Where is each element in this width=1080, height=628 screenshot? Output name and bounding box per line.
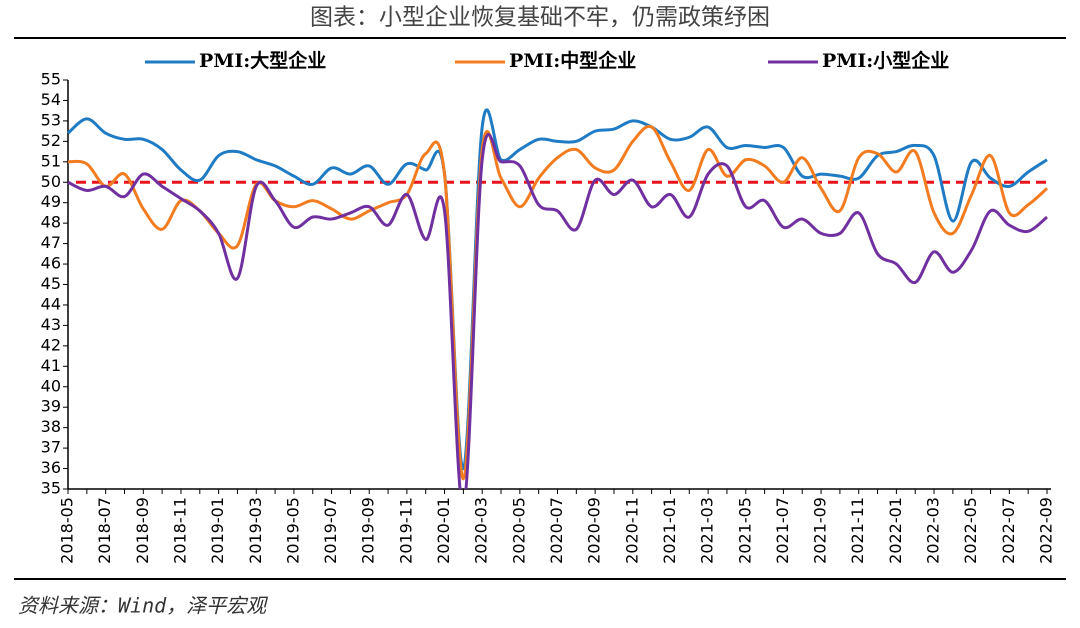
y-tick-label: 43	[41, 315, 61, 334]
x-tick-label: 2019-11	[396, 497, 415, 564]
x-tick-label: 2020-03	[472, 497, 491, 564]
x-tick-label: 2018-07	[95, 497, 114, 564]
x-tick-label: 2018-11	[170, 497, 189, 564]
y-tick-label: 52	[41, 131, 61, 150]
x-tick-label: 2022-01	[886, 497, 905, 564]
y-tick-label: 45	[41, 274, 61, 293]
x-tick-label: 2020-11	[622, 497, 641, 564]
y-tick-label: 46	[41, 254, 61, 273]
y-tick-label: 38	[41, 417, 61, 436]
y-tick-label: 41	[41, 356, 61, 375]
x-tick-label: 2021-03	[698, 497, 717, 564]
y-tick-label: 55	[41, 70, 61, 89]
x-tick-label: 2022-07	[999, 497, 1018, 564]
y-tick-label: 50	[41, 172, 61, 191]
x-tick-label: 2019-01	[208, 497, 227, 564]
y-tick-label: 51	[41, 151, 61, 170]
x-tick-label: 2022-03	[924, 497, 943, 564]
legend-label: PMI:大型企业	[199, 49, 326, 72]
x-tick-label: 2021-05	[735, 497, 754, 564]
x-tick-label: 2022-05	[961, 497, 980, 564]
y-tick-label: 47	[41, 233, 61, 252]
line-series	[67, 132, 1048, 489]
line-series	[67, 124, 1048, 481]
y-tick-label: 48	[41, 213, 61, 232]
x-tick-label: 2021-01	[660, 497, 679, 564]
y-tick-label: 42	[41, 335, 61, 354]
y-tick-label: 37	[41, 438, 61, 457]
legend-label: PMI:小型企业	[822, 49, 949, 72]
source-note: 资料来源：Wind，泽平宏观	[18, 594, 268, 618]
x-tick-label: 2022-09	[1037, 497, 1056, 564]
x-tick-label: 2019-05	[283, 497, 302, 564]
x-tick-label: 2019-03	[246, 497, 265, 564]
y-tick-label: 44	[41, 294, 61, 313]
x-tick-label: 2020-01	[434, 497, 453, 564]
line-series	[67, 108, 1048, 471]
y-tick-label: 39	[41, 397, 61, 416]
y-tick-label: 53	[41, 110, 61, 129]
y-tick-label: 49	[41, 192, 61, 211]
x-tick-label: 2021-07	[773, 497, 792, 564]
x-tick-label: 2020-05	[509, 497, 528, 564]
x-tick-label: 2020-09	[585, 497, 604, 564]
x-tick-label: 2018-09	[133, 497, 152, 564]
x-tick-label: 2021-11	[848, 497, 867, 564]
x-tick-label: 2019-07	[321, 497, 340, 564]
x-tick-label: 2018-05	[58, 497, 77, 564]
y-tick-label: 36	[41, 458, 61, 477]
chart-title: 图表：小型企业恢复基础不牢，仍需政策纾困	[310, 5, 770, 31]
y-tick-label: 35	[41, 479, 61, 498]
x-tick-label: 2021-09	[811, 497, 830, 564]
x-tick-label: 2019-09	[359, 497, 378, 564]
y-tick-label: 40	[41, 376, 61, 395]
x-tick-label: 2020-07	[547, 497, 566, 564]
plot-area	[67, 108, 1048, 489]
y-tick-label: 54	[41, 90, 61, 109]
legend-label: PMI:中型企业	[509, 49, 636, 72]
